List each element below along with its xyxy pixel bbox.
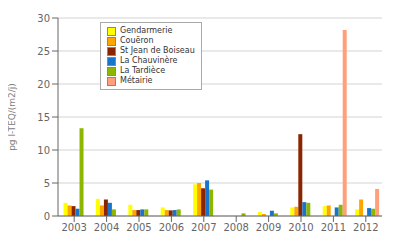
svg-text:30: 30 [37, 13, 50, 24]
svg-text:15: 15 [37, 112, 50, 123]
svg-text:pg I-TEQ/(m2/j): pg I-TEQ/(m2/j) [8, 83, 17, 151]
svg-text:2008: 2008 [223, 222, 248, 233]
svg-text:2003: 2003 [61, 222, 86, 233]
svg-text:2012: 2012 [353, 222, 378, 233]
svg-text:2006: 2006 [159, 222, 184, 233]
svg-text:10: 10 [37, 145, 50, 156]
svg-text:2005: 2005 [126, 222, 151, 233]
svg-text:2004: 2004 [94, 222, 119, 233]
svg-text:5: 5 [44, 178, 50, 189]
html-text:Couëron: Couëron [120, 36, 154, 45]
svg-text:2007: 2007 [191, 222, 216, 233]
html-text:Métairie: Métairie [120, 76, 153, 85]
html-text:St Jean de Boiseau: St Jean de Boiseau [120, 46, 195, 55]
html-text:La Chauvinère: La Chauvinère [120, 56, 178, 65]
svg-text:2010: 2010 [288, 222, 313, 233]
html-text:La Tardièce: La Tardièce [120, 66, 166, 75]
html-text:Gendarmerie: Gendarmerie [120, 26, 173, 35]
svg-text:25: 25 [37, 46, 50, 57]
svg-text:2011: 2011 [321, 222, 346, 233]
svg-text:20: 20 [37, 79, 50, 90]
svg-text:0: 0 [44, 211, 50, 222]
svg-text:2009: 2009 [256, 222, 281, 233]
